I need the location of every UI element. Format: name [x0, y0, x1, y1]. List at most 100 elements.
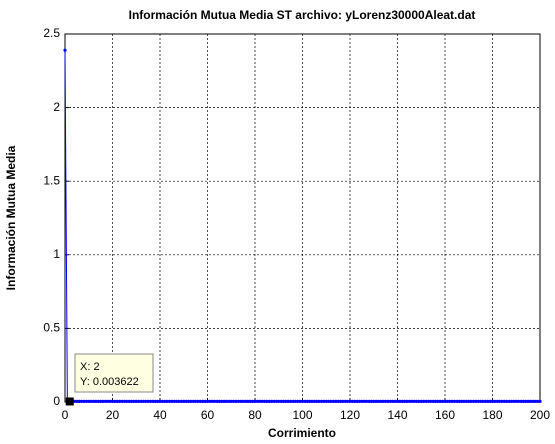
data-point: [514, 399, 518, 404]
data-point: [189, 399, 193, 404]
data-point: [424, 399, 428, 404]
data-point: [253, 399, 257, 404]
datatip-marker: [65, 397, 74, 406]
data-point: [241, 399, 245, 404]
data-point: [319, 399, 324, 404]
data-point: [172, 399, 176, 404]
x-tick-label: 40: [153, 408, 167, 422]
data-point: [308, 399, 312, 404]
data-point: [144, 399, 148, 404]
data-point: [315, 399, 319, 404]
data-point: [270, 399, 274, 404]
data-point: [213, 399, 217, 404]
data-point: [365, 399, 369, 404]
data-point: [355, 399, 359, 404]
datatip-text: X: 2: [80, 361, 100, 373]
y-tick-label: 0: [53, 394, 60, 408]
datatip-text: Y: 0.003622: [80, 376, 139, 388]
data-point: [422, 399, 426, 404]
data-point: [538, 399, 542, 404]
data-point: [262, 399, 267, 404]
data-point: [400, 399, 404, 404]
data-point: [448, 399, 452, 404]
data-point: [410, 399, 414, 404]
data-point: [63, 48, 67, 52]
data-point: [381, 399, 385, 404]
data-point: [227, 399, 231, 404]
data-point: [232, 399, 236, 404]
x-tick-label: 180: [482, 408, 502, 422]
x-tick-label: 160: [435, 408, 455, 422]
data-point: [277, 399, 281, 404]
data-point: [156, 399, 160, 404]
data-point: [281, 399, 286, 404]
data-point: [412, 399, 416, 404]
data-point: [324, 399, 328, 404]
y-tick-label: 0.5: [43, 321, 60, 335]
data-point: [374, 399, 378, 404]
data-point: [139, 399, 143, 404]
data-point: [346, 399, 350, 404]
data-point: [414, 399, 419, 404]
data-point: [108, 399, 112, 404]
data-point: [431, 399, 435, 404]
y-tick-label: 1: [53, 247, 60, 261]
data-point: [191, 399, 195, 404]
data-point: [182, 399, 186, 404]
data-point: [395, 399, 400, 404]
data-point: [141, 399, 145, 404]
data-point: [87, 399, 91, 404]
data-point: [433, 399, 438, 404]
data-point: [260, 399, 264, 404]
data-point: [125, 399, 129, 404]
data-point: [476, 399, 480, 404]
data-point: [236, 399, 240, 404]
data-point: [106, 399, 110, 404]
data-point: [457, 399, 461, 404]
data-point: [289, 399, 293, 404]
data-point: [350, 399, 354, 404]
data-point: [165, 399, 169, 404]
data-point: [528, 399, 533, 404]
data-point: [369, 399, 373, 404]
data-point: [417, 399, 421, 404]
data-point: [312, 399, 316, 404]
data-point: [360, 399, 364, 404]
data-point: [481, 399, 485, 404]
data-point: [175, 399, 179, 404]
data-point: [246, 399, 250, 404]
data-point: [317, 399, 321, 404]
data-point: [222, 399, 226, 404]
data-point: [151, 399, 155, 404]
data-point: [208, 399, 212, 404]
data-point: [291, 399, 295, 404]
data-point: [329, 399, 333, 404]
data-point: [505, 399, 509, 404]
data-point: [536, 399, 540, 404]
data-point: [419, 399, 423, 404]
data-point: [293, 399, 297, 404]
data-point: [158, 399, 162, 404]
data-point: [438, 399, 442, 404]
data-point: [115, 399, 119, 404]
data-point: [474, 399, 478, 404]
data-point: [296, 399, 300, 404]
data-point: [279, 399, 283, 404]
data-point: [127, 399, 131, 404]
data-point: [462, 399, 466, 404]
data-point: [248, 399, 252, 404]
data-point: [353, 399, 357, 404]
data-point: [379, 399, 383, 404]
x-tick-label: 100: [292, 408, 312, 422]
data-point: [215, 399, 219, 404]
data-point: [170, 399, 174, 404]
data-point: [84, 399, 88, 404]
data-point: [194, 399, 198, 404]
data-point: [210, 399, 214, 404]
data-point: [386, 399, 390, 404]
data-point: [234, 399, 238, 404]
x-tick-label: 0: [62, 408, 69, 422]
data-point: [203, 399, 207, 404]
data-point: [205, 399, 210, 404]
x-tick-label: 200: [530, 408, 550, 422]
